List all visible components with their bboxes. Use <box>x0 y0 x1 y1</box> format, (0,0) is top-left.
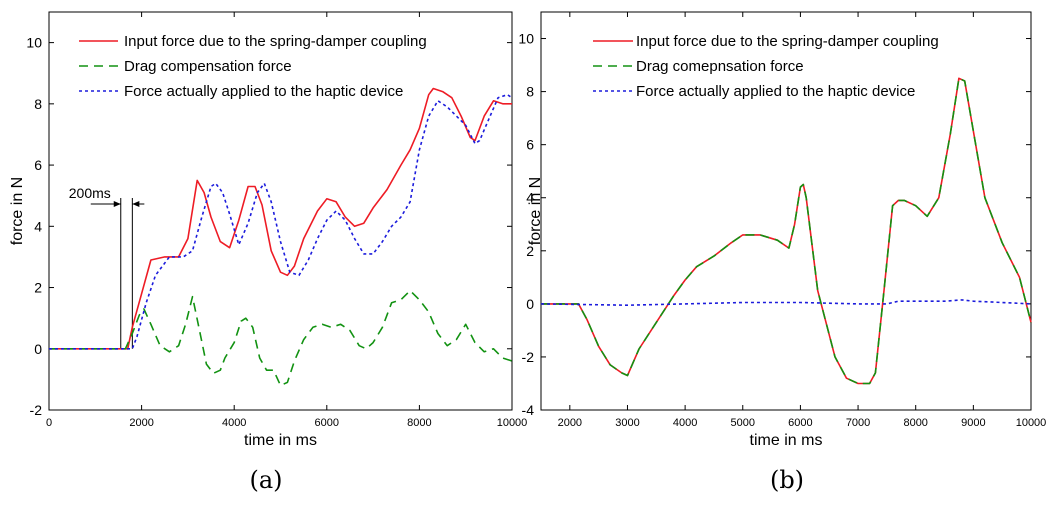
plot-frame <box>540 11 1032 411</box>
series-line-3 <box>540 299 1032 307</box>
x-tick-label: 9000 <box>961 417 985 429</box>
annotation-arrow-right <box>132 201 140 207</box>
x-tick-label: 2000 <box>558 417 582 429</box>
y-tick-label: -4 <box>522 402 535 418</box>
series-line-2 <box>541 77 1032 385</box>
y-tick-label: 8 <box>526 84 534 100</box>
y-tick-label: 0 <box>34 341 42 357</box>
x-tick-label: 4000 <box>673 417 697 429</box>
x-tick-label: 8000 <box>407 417 431 429</box>
y-tick-label: 8 <box>34 96 42 112</box>
y-tick-label: 2 <box>526 243 534 259</box>
series-line-1 <box>49 87 512 350</box>
y-tick-label: 10 <box>26 35 42 51</box>
x-tick-label: 6000 <box>788 417 812 429</box>
y-tick-label: 6 <box>34 157 42 173</box>
x-tick-label: 2000 <box>129 417 153 429</box>
x-tick-label: 10000 <box>497 417 528 429</box>
figure-caption: (b) <box>770 466 804 494</box>
x-tick-label: 3000 <box>615 417 639 429</box>
legend-label-3: Force actually applied to the haptic dev… <box>124 83 403 100</box>
legend-label-3: Force actually applied to the haptic dev… <box>636 83 915 100</box>
y-tick-label: 2 <box>34 280 42 296</box>
series-line-2 <box>49 289 513 387</box>
x-axis-label: time in ms <box>750 432 823 449</box>
x-axis-label: time in ms <box>244 432 317 449</box>
x-tick-label: 10000 <box>1016 417 1047 429</box>
annotation-label: 200ms <box>69 185 111 201</box>
legend-label-2: Drag comepnsation force <box>636 58 804 75</box>
x-tick-label: 5000 <box>731 417 755 429</box>
y-tick-label: 0 <box>526 296 534 312</box>
x-tick-label: 0 <box>46 417 52 429</box>
panel-b-chart: 2000 3000 4000 5000 6000 7000 8000 9000 10000 -4 -… <box>518 11 1047 494</box>
legend-label-2: Drag compensation force <box>124 58 292 75</box>
y-tick-label: 10 <box>518 31 534 47</box>
figure-caption: (a) <box>249 466 282 494</box>
y-axis-label: force in N <box>527 177 544 245</box>
x-tick-label: 7000 <box>846 417 870 429</box>
x-tick-label: 8000 <box>903 417 927 429</box>
y-tick-label: 4 <box>526 190 534 206</box>
y-axis-label: force in N <box>9 177 26 245</box>
series-line-3 <box>49 93 513 350</box>
plot-frame <box>48 11 513 411</box>
y-tick-label: 4 <box>34 218 42 234</box>
legend-label-1: Input force due to the spring-damper cou… <box>124 33 427 50</box>
series-line-1 <box>541 77 1032 385</box>
x-tick-label: 6000 <box>315 417 339 429</box>
x-tick-label: 4000 <box>222 417 246 429</box>
y-tick-label: 6 <box>526 137 534 153</box>
legend-label-1: Input force due to the spring-damper cou… <box>636 33 939 50</box>
annotation-arrow-left <box>113 201 121 207</box>
y-tick-label: -2 <box>30 402 43 418</box>
y-tick-label: -2 <box>522 349 535 365</box>
